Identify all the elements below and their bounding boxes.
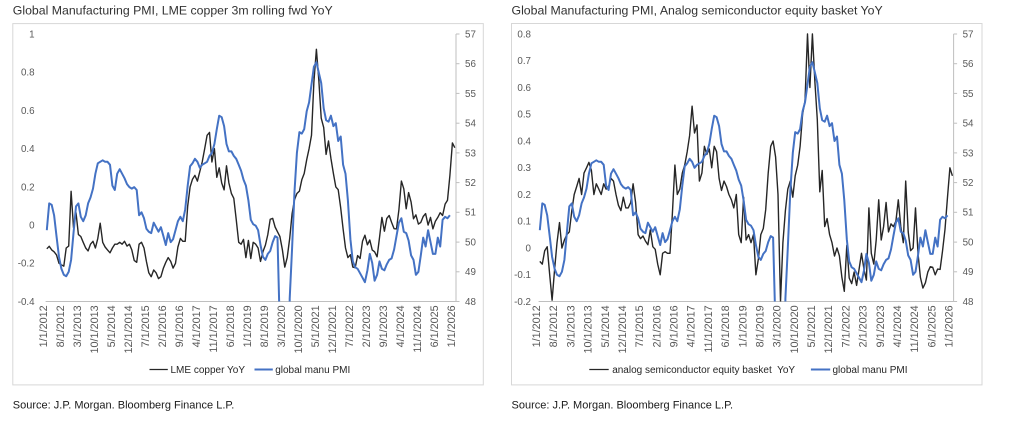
svg-text:-0.2: -0.2 xyxy=(18,259,35,270)
svg-text:5/1/2021: 5/1/2021 xyxy=(806,305,818,347)
svg-text:0.2: 0.2 xyxy=(21,182,35,193)
svg-text:54: 54 xyxy=(963,119,974,130)
svg-text:2/1/2023: 2/1/2023 xyxy=(858,305,870,347)
svg-text:3/1/2013: 3/1/2013 xyxy=(72,305,84,347)
svg-text:5/1/2021: 5/1/2021 xyxy=(310,305,322,347)
svg-text:1: 1 xyxy=(29,29,34,40)
svg-text:3/1/2013: 3/1/2013 xyxy=(565,305,577,347)
svg-text:51: 51 xyxy=(465,208,476,219)
svg-text:-0.2: -0.2 xyxy=(514,297,531,308)
svg-text:0.6: 0.6 xyxy=(21,106,35,117)
svg-text:0.4: 0.4 xyxy=(517,136,531,147)
svg-text:5/1/2014: 5/1/2014 xyxy=(106,305,118,347)
svg-text:53: 53 xyxy=(465,148,476,159)
svg-text:52: 52 xyxy=(465,178,476,189)
svg-text:Global Manufacturing PMI, Anal: Global Manufacturing PMI, Analog semicon… xyxy=(512,4,883,18)
svg-text:6/1/2025: 6/1/2025 xyxy=(926,305,938,347)
svg-text:57: 57 xyxy=(465,29,476,40)
svg-text:10/1/2020: 10/1/2020 xyxy=(789,305,801,353)
svg-text:0: 0 xyxy=(29,221,35,232)
svg-text:57: 57 xyxy=(963,29,974,40)
svg-text:10/1/2013: 10/1/2013 xyxy=(583,305,595,353)
svg-text:11/1/2017: 11/1/2017 xyxy=(208,305,220,352)
svg-text:56: 56 xyxy=(465,59,476,70)
svg-text:9/1/2023: 9/1/2023 xyxy=(378,305,390,347)
svg-text:3/1/2020: 3/1/2020 xyxy=(772,305,784,347)
svg-text:analog semiconductor equity ba: analog semiconductor equity basket YoY xyxy=(612,365,795,376)
svg-text:0.2: 0.2 xyxy=(517,190,531,201)
svg-text:0.7: 0.7 xyxy=(517,56,531,67)
svg-text:49: 49 xyxy=(963,267,974,278)
svg-text:55: 55 xyxy=(963,89,974,100)
svg-text:5/1/2014: 5/1/2014 xyxy=(600,305,612,347)
svg-text:50: 50 xyxy=(465,238,476,249)
svg-text:7/1/2015: 7/1/2015 xyxy=(140,305,152,347)
svg-text:55: 55 xyxy=(465,89,476,100)
svg-text:7/1/2022: 7/1/2022 xyxy=(840,305,852,347)
svg-text:53: 53 xyxy=(963,148,974,159)
svg-text:-0.1: -0.1 xyxy=(514,270,531,281)
svg-text:3/1/2020: 3/1/2020 xyxy=(276,305,288,347)
svg-text:9/1/2016: 9/1/2016 xyxy=(174,305,186,347)
svg-text:9/1/2023: 9/1/2023 xyxy=(875,305,887,347)
svg-text:12/1/2021: 12/1/2021 xyxy=(327,305,339,353)
svg-text:1/1/2019: 1/1/2019 xyxy=(737,305,749,347)
svg-text:0.8: 0.8 xyxy=(21,68,35,79)
svg-text:48: 48 xyxy=(963,297,974,308)
svg-text:Source: J.P. Morgan. Bloomberg: Source: J.P. Morgan. Bloomberg Finance L… xyxy=(13,400,235,412)
svg-text:2/1/2023: 2/1/2023 xyxy=(361,305,373,347)
svg-text:0.1: 0.1 xyxy=(517,217,531,228)
svg-text:1/1/2012: 1/1/2012 xyxy=(531,305,543,347)
svg-text:6/1/2018: 6/1/2018 xyxy=(720,305,732,347)
svg-text:6/1/2018: 6/1/2018 xyxy=(225,305,237,347)
svg-text:4/1/2017: 4/1/2017 xyxy=(191,305,203,347)
svg-text:9/1/2016: 9/1/2016 xyxy=(669,305,681,347)
svg-text:2/1/2016: 2/1/2016 xyxy=(651,305,663,347)
svg-text:8/1/2019: 8/1/2019 xyxy=(755,305,767,347)
svg-text:1/1/2026: 1/1/2026 xyxy=(446,305,458,347)
svg-text:8/1/2012: 8/1/2012 xyxy=(548,305,560,347)
svg-text:4/1/2017: 4/1/2017 xyxy=(686,305,698,347)
svg-text:global manu PMI: global manu PMI xyxy=(833,365,908,376)
svg-text:7/1/2015: 7/1/2015 xyxy=(634,305,646,347)
svg-text:4/1/2024: 4/1/2024 xyxy=(892,305,904,347)
svg-text:52: 52 xyxy=(963,178,974,189)
svg-text:12/1/2021: 12/1/2021 xyxy=(823,305,835,353)
svg-text:8/1/2019: 8/1/2019 xyxy=(259,305,271,347)
svg-text:11/1/2024: 11/1/2024 xyxy=(412,305,424,352)
svg-text:0.5: 0.5 xyxy=(517,110,531,121)
svg-text:6/1/2025: 6/1/2025 xyxy=(429,305,441,347)
svg-text:Global Manufacturing PMI, LME: Global Manufacturing PMI, LME copper 3m … xyxy=(13,4,333,18)
svg-text:7/1/2022: 7/1/2022 xyxy=(344,305,356,347)
svg-text:0: 0 xyxy=(526,243,532,254)
svg-text:Source: J.P. Morgan. Bloomberg: Source: J.P. Morgan. Bloomberg Finance L… xyxy=(512,400,734,412)
svg-text:global manu PMI: global manu PMI xyxy=(275,365,350,376)
svg-text:50: 50 xyxy=(963,238,974,249)
svg-text:4/1/2024: 4/1/2024 xyxy=(395,305,407,347)
svg-text:10/1/2013: 10/1/2013 xyxy=(89,305,101,353)
svg-text:1/1/2019: 1/1/2019 xyxy=(242,305,254,347)
svg-text:51: 51 xyxy=(963,208,974,219)
svg-text:1/1/2026: 1/1/2026 xyxy=(944,305,956,347)
svg-text:-0.4: -0.4 xyxy=(18,297,35,308)
svg-text:0.8: 0.8 xyxy=(517,29,531,40)
svg-text:56: 56 xyxy=(963,59,974,70)
svg-text:0.3: 0.3 xyxy=(517,163,531,174)
svg-text:12/1/2014: 12/1/2014 xyxy=(617,305,629,353)
svg-text:48: 48 xyxy=(465,297,476,308)
svg-text:11/1/2024: 11/1/2024 xyxy=(909,305,921,352)
svg-text:0.4: 0.4 xyxy=(21,144,35,155)
svg-text:0.6: 0.6 xyxy=(517,83,531,94)
svg-text:8/1/2012: 8/1/2012 xyxy=(55,305,67,347)
svg-text:12/1/2014: 12/1/2014 xyxy=(123,305,135,353)
svg-text:49: 49 xyxy=(465,267,476,278)
svg-text:11/1/2017: 11/1/2017 xyxy=(703,305,715,352)
svg-text:1/1/2012: 1/1/2012 xyxy=(38,305,50,347)
svg-text:2/1/2016: 2/1/2016 xyxy=(157,305,169,347)
svg-text:10/1/2020: 10/1/2020 xyxy=(293,305,305,353)
svg-text:LME copper YoY: LME copper YoY xyxy=(171,365,246,376)
svg-text:54: 54 xyxy=(465,119,476,130)
